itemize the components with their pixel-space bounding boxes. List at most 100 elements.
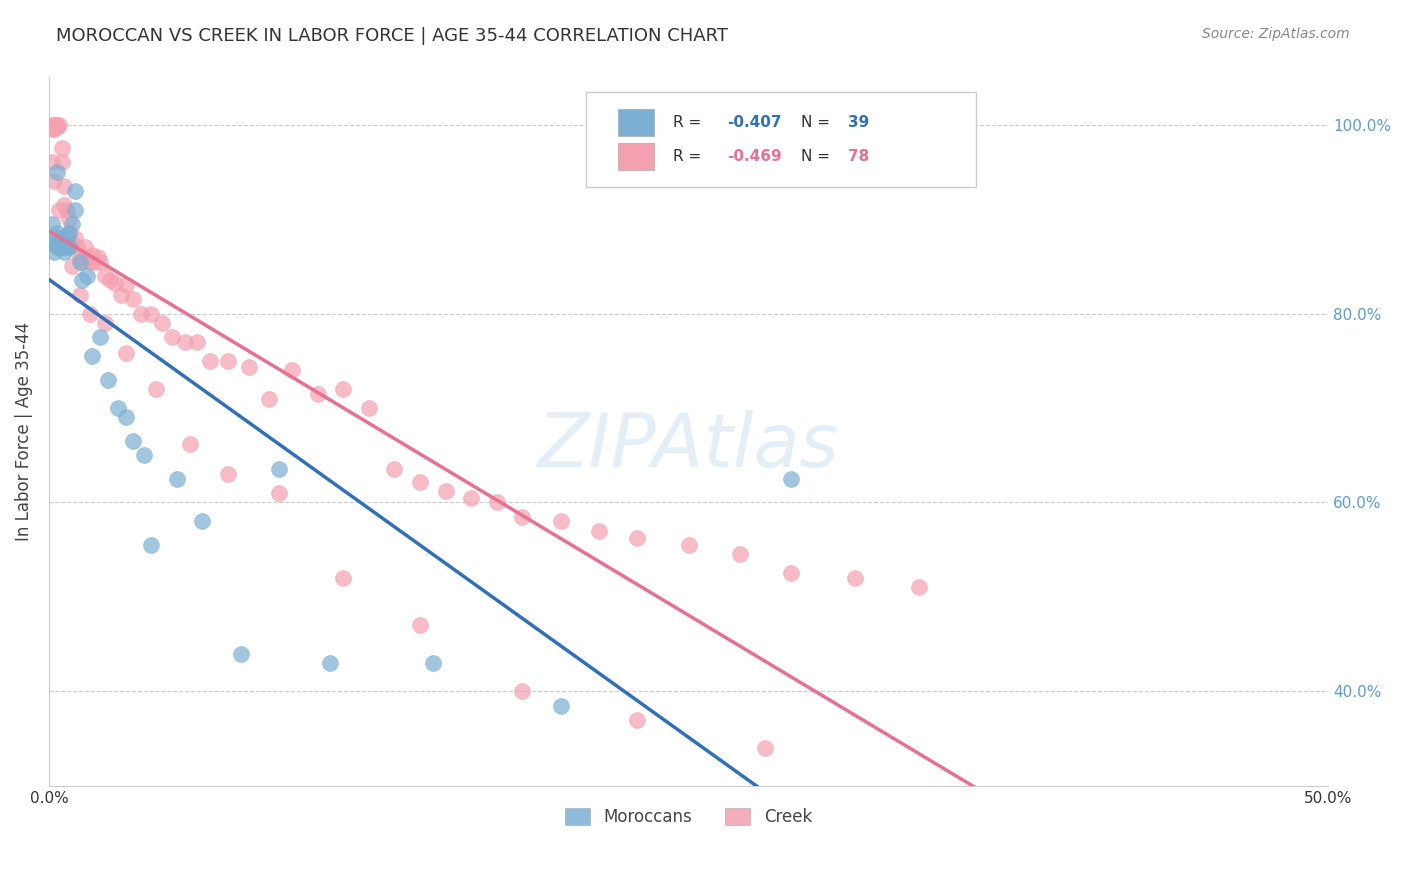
Point	[94, 268, 117, 283]
Point	[588, 524, 610, 538]
Point	[42, 235, 65, 250]
Point	[42, 174, 65, 188]
Point	[45, 120, 67, 134]
FancyBboxPatch shape	[619, 144, 654, 170]
Point	[41, 155, 63, 169]
Point	[129, 307, 152, 321]
Point	[141, 538, 163, 552]
Point	[70, 254, 93, 268]
Point	[60, 235, 83, 250]
Point	[409, 475, 432, 489]
Point	[89, 330, 111, 344]
Point	[269, 462, 291, 476]
Text: 39: 39	[848, 115, 870, 130]
Point	[60, 217, 83, 231]
Point	[332, 382, 354, 396]
Point	[141, 307, 163, 321]
Point	[728, 548, 751, 562]
Point	[69, 287, 91, 301]
Point	[485, 495, 508, 509]
Point	[76, 250, 98, 264]
Point	[114, 410, 136, 425]
Point	[122, 434, 145, 448]
Point	[45, 240, 67, 254]
Point	[48, 118, 70, 132]
Point	[51, 240, 73, 254]
Point	[217, 353, 239, 368]
Point	[780, 566, 803, 581]
Point	[45, 227, 67, 241]
Point	[48, 240, 70, 254]
Point	[60, 260, 83, 274]
Point	[166, 472, 188, 486]
FancyBboxPatch shape	[619, 110, 654, 136]
Point	[42, 122, 65, 136]
Text: ZIPAtlas: ZIPAtlas	[537, 409, 839, 482]
Text: N =: N =	[801, 115, 835, 130]
Point	[94, 316, 117, 330]
Point	[100, 273, 122, 287]
Point	[53, 235, 76, 250]
Point	[132, 448, 155, 462]
Point	[145, 382, 167, 396]
Point	[409, 618, 432, 632]
Point	[53, 179, 76, 194]
Point	[45, 118, 67, 132]
Point	[114, 278, 136, 293]
Point	[82, 248, 104, 262]
Point	[332, 571, 354, 585]
Point	[110, 287, 132, 301]
Point	[58, 240, 80, 254]
Point	[173, 334, 195, 349]
Point	[104, 277, 127, 291]
Point	[198, 353, 221, 368]
Point	[257, 392, 280, 406]
Point	[41, 122, 63, 136]
Point	[42, 245, 65, 260]
Point	[84, 254, 107, 268]
Point	[780, 472, 803, 486]
Point	[626, 532, 648, 546]
Point	[217, 467, 239, 482]
Point	[53, 245, 76, 260]
Text: -0.469: -0.469	[727, 149, 782, 164]
Point	[63, 202, 86, 217]
Point	[238, 360, 260, 375]
Point	[51, 155, 73, 169]
Point	[69, 254, 91, 268]
Point	[48, 231, 70, 245]
Point	[186, 334, 208, 349]
Point	[51, 141, 73, 155]
Y-axis label: In Labor Force | Age 35-44: In Labor Force | Age 35-44	[15, 322, 32, 541]
Point	[79, 307, 101, 321]
Point	[41, 217, 63, 231]
Point	[79, 254, 101, 268]
Point	[319, 656, 342, 670]
Point	[76, 268, 98, 283]
Point	[82, 349, 104, 363]
Point	[48, 202, 70, 217]
Point	[179, 437, 201, 451]
Point	[307, 387, 329, 401]
Text: MOROCCAN VS CREEK IN LABOR FORCE | AGE 35-44 CORRELATION CHART: MOROCCAN VS CREEK IN LABOR FORCE | AGE 3…	[56, 27, 728, 45]
Point	[269, 486, 291, 500]
Point	[434, 484, 457, 499]
Point	[150, 316, 173, 330]
Point	[907, 581, 929, 595]
Text: R =: R =	[673, 149, 706, 164]
Point	[58, 227, 80, 241]
Point	[422, 656, 444, 670]
Point	[510, 684, 533, 698]
Point	[53, 198, 76, 212]
Point	[42, 118, 65, 132]
Point	[63, 231, 86, 245]
Point	[550, 698, 572, 713]
Point	[191, 514, 214, 528]
Point	[45, 165, 67, 179]
Point	[357, 401, 380, 415]
Point	[122, 293, 145, 307]
Point	[89, 254, 111, 268]
Point	[56, 231, 79, 245]
Point	[510, 509, 533, 524]
Point	[97, 373, 120, 387]
